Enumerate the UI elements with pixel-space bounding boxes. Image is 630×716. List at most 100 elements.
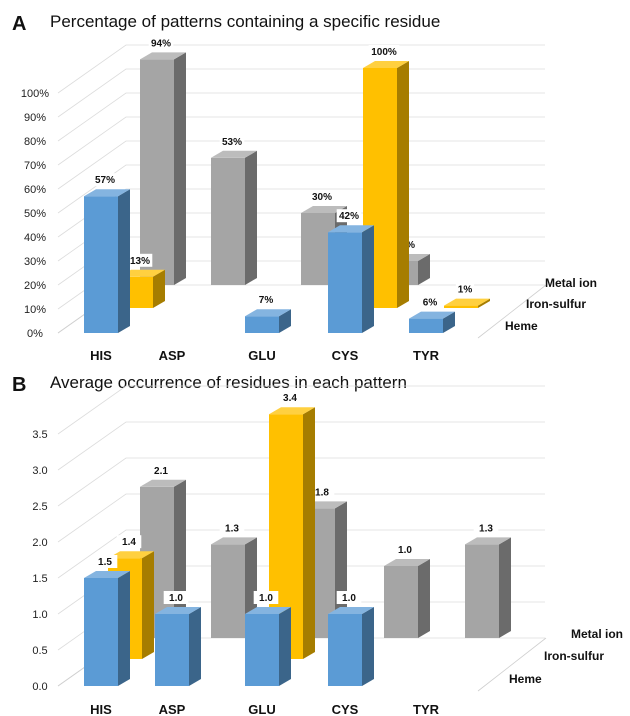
gridline <box>57 385 545 435</box>
y-tick-label: 0.0 <box>32 681 47 693</box>
panel-a-x-axis: HIS ASP GLU CYS TYR <box>90 348 439 363</box>
data-label: 100% <box>371 47 397 58</box>
x-category-label: ASP <box>159 702 186 716</box>
bar-front <box>409 318 443 333</box>
data-label: 1.0 <box>342 593 356 604</box>
data-label-bg <box>148 463 174 477</box>
data-label-bg <box>277 391 303 405</box>
data-label-bg <box>309 485 335 499</box>
x-category-label: ASP <box>159 348 186 363</box>
y-tick-label: 60% <box>24 184 46 196</box>
bar-top <box>140 52 186 60</box>
data-label-bg <box>253 591 279 604</box>
panel-a-series-axis: Metal ion Iron-sulfur Heme <box>505 276 597 333</box>
bar-side <box>279 309 291 333</box>
bar-metal-ion-asp: 53% <box>211 134 257 285</box>
bar-heme-asp: 1.0 <box>155 591 201 686</box>
y-tick-label: 90% <box>24 112 46 124</box>
data-label: 94% <box>151 38 171 49</box>
bar-side <box>418 559 430 638</box>
data-label: 57% <box>95 175 115 186</box>
data-label-bg <box>163 591 189 604</box>
bar-top <box>384 559 430 566</box>
bar-side <box>443 311 455 333</box>
bar-side <box>142 551 154 659</box>
bar-front <box>140 59 174 286</box>
panel-b-letter: B <box>12 374 26 396</box>
series-axis-label: Iron-sulfur <box>544 649 604 663</box>
bar-top <box>269 407 315 415</box>
bar-top <box>245 309 291 317</box>
bar-top <box>211 537 257 545</box>
data-label: 7% <box>259 295 274 306</box>
floor-edge <box>477 284 547 339</box>
y-tick-label: 40% <box>24 232 46 244</box>
panel-b: B Average occurrence of residues in each… <box>12 373 623 716</box>
bar-side <box>245 150 257 285</box>
data-label-bg <box>256 293 276 307</box>
y-tick-label: 0.5 <box>32 645 47 657</box>
bar-metal-ion-cys: 1.0 <box>384 543 430 638</box>
bar-side <box>478 298 490 308</box>
bar-metal-ion-tyr: 1.3 <box>465 521 511 638</box>
bar-heme-glu: 7% <box>245 293 291 333</box>
gridline <box>57 457 545 507</box>
y-tick-label: 1.5 <box>32 573 47 585</box>
data-label: 1.8 <box>315 487 329 498</box>
data-label-bg <box>368 45 400 58</box>
y-tick-label: 3.5 <box>32 429 47 441</box>
bar-metal-ion-his: 94% <box>140 36 186 286</box>
x-category-label: HIS <box>90 702 112 716</box>
bar-side <box>499 537 511 638</box>
data-label-bg <box>473 521 499 535</box>
bar-side <box>118 571 130 686</box>
data-label: 3.4 <box>283 393 297 404</box>
gridline <box>57 421 545 471</box>
data-label-bg <box>92 555 118 568</box>
data-label-bg <box>309 190 335 203</box>
bar-top <box>119 269 165 277</box>
bar-top <box>155 607 201 614</box>
data-label: 1.4 <box>122 537 136 548</box>
y-tick-label: 30% <box>24 256 46 268</box>
y-tick-label: 0% <box>27 328 43 340</box>
series-axis-label: Heme <box>509 672 542 686</box>
bar-front <box>245 316 279 333</box>
bar-top <box>409 311 455 319</box>
bar-side <box>397 61 409 308</box>
bar-top <box>211 150 257 158</box>
bar-front <box>155 614 189 686</box>
bar-side <box>303 407 315 659</box>
panel-a-y-axis: 0% 10% 20% 30% 40% 50% 60% 70% 80% 90% 100% <box>21 88 49 340</box>
data-label-bg <box>392 543 418 556</box>
x-category-label: CYS <box>332 702 359 716</box>
data-label-bg <box>219 521 245 535</box>
bar-front <box>211 157 245 285</box>
data-label: 42% <box>339 211 359 222</box>
panel-a-title: Percentage of patterns containing a spec… <box>50 12 440 31</box>
bar-top <box>84 189 130 197</box>
data-label-bg <box>127 253 153 267</box>
bar-side <box>279 607 291 686</box>
panel-a-bars: 94%53%30%10%13%100%1%57%7%42%6% <box>84 36 490 333</box>
bar-top <box>140 479 186 487</box>
y-tick-label: 80% <box>24 136 46 148</box>
bar-front <box>211 544 245 638</box>
data-label: 1% <box>458 285 473 296</box>
y-tick-label: 10% <box>24 304 46 316</box>
y-tick-label: 70% <box>24 160 46 172</box>
data-label: 2.1 <box>154 466 168 477</box>
x-category-label: HIS <box>90 348 112 363</box>
bar-top <box>301 206 347 213</box>
data-label: 1.0 <box>259 593 273 604</box>
series-axis-label: Metal ion <box>571 627 623 641</box>
x-category-label: TYR <box>413 348 440 363</box>
bar-front <box>245 614 279 686</box>
series-axis-label: Iron-sulfur <box>526 297 586 311</box>
data-label-bg <box>148 36 174 50</box>
panel-a: A Percentage of patterns containing a sp… <box>12 12 597 363</box>
data-label-bg <box>336 591 362 604</box>
bar-top <box>245 607 291 614</box>
x-category-label: CYS <box>332 348 359 363</box>
